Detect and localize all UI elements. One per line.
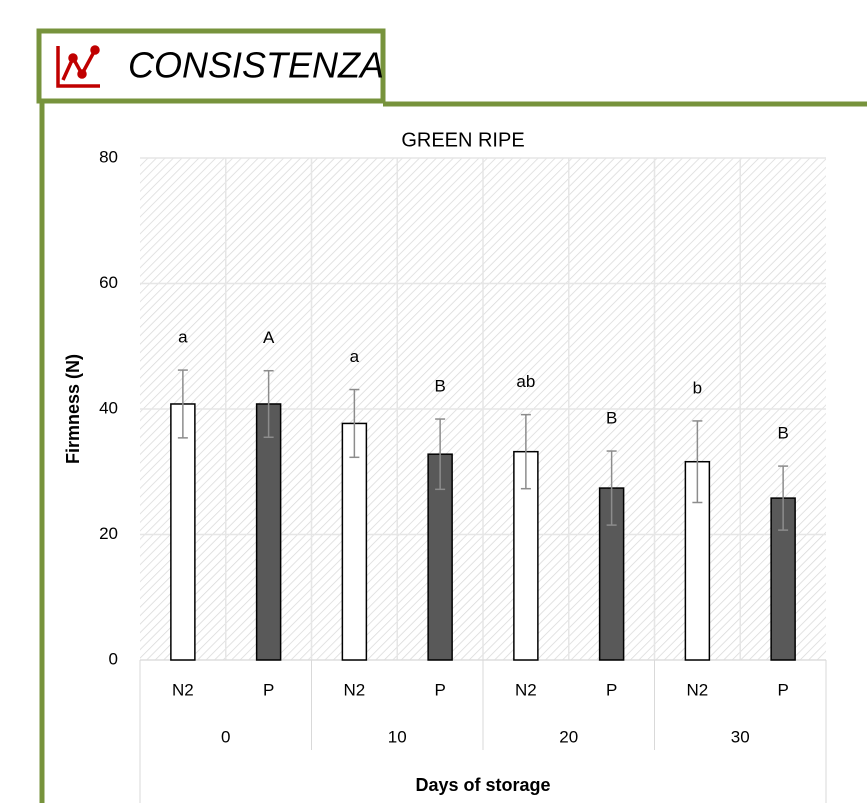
significance-letter: B xyxy=(434,377,445,396)
significance-letter: b xyxy=(693,378,702,397)
significance-letter: a xyxy=(178,328,188,347)
header-box xyxy=(36,28,386,104)
series-label: P xyxy=(263,680,274,699)
significance-letter: A xyxy=(263,328,275,347)
bar xyxy=(255,403,282,661)
x-tick-label: 0 xyxy=(221,727,230,746)
y-tick-label: 0 xyxy=(109,649,118,668)
bar xyxy=(170,403,196,661)
y-tick-label: 60 xyxy=(99,273,118,292)
chart-title: GREEN RIPE xyxy=(401,129,524,151)
significance-letter: ab xyxy=(516,372,535,391)
significance-letter: a xyxy=(350,347,360,366)
significance-letter: B xyxy=(606,409,617,428)
series-label: P xyxy=(606,680,617,699)
series-label: N2 xyxy=(515,680,537,699)
significance-letter: B xyxy=(777,424,788,443)
chart: 0 20 40 60 80 0 a N2 A P 10 a N2 B P 20 ab N2 B P 30 b N2 B P xyxy=(99,147,827,803)
y-tick-label: 80 xyxy=(99,147,118,166)
series-label: P xyxy=(434,680,445,699)
header-icon xyxy=(56,45,100,88)
x-tick-label: 30 xyxy=(731,727,750,746)
y-axis-label: Firmness (N) xyxy=(63,354,83,464)
x-axis-label: Days of storage xyxy=(415,775,550,795)
x-tick-label: 10 xyxy=(388,727,407,746)
series-label: P xyxy=(777,680,788,699)
bar xyxy=(341,422,368,661)
series-label: N2 xyxy=(687,680,709,699)
y-tick-label: 20 xyxy=(99,524,118,543)
x-tick-label: 20 xyxy=(559,727,578,746)
bar xyxy=(684,460,711,661)
series-label: N2 xyxy=(172,680,194,699)
series-label: N2 xyxy=(344,680,366,699)
header-title: CONSISTENZA xyxy=(128,45,384,86)
y-tick-label: 40 xyxy=(99,398,118,417)
